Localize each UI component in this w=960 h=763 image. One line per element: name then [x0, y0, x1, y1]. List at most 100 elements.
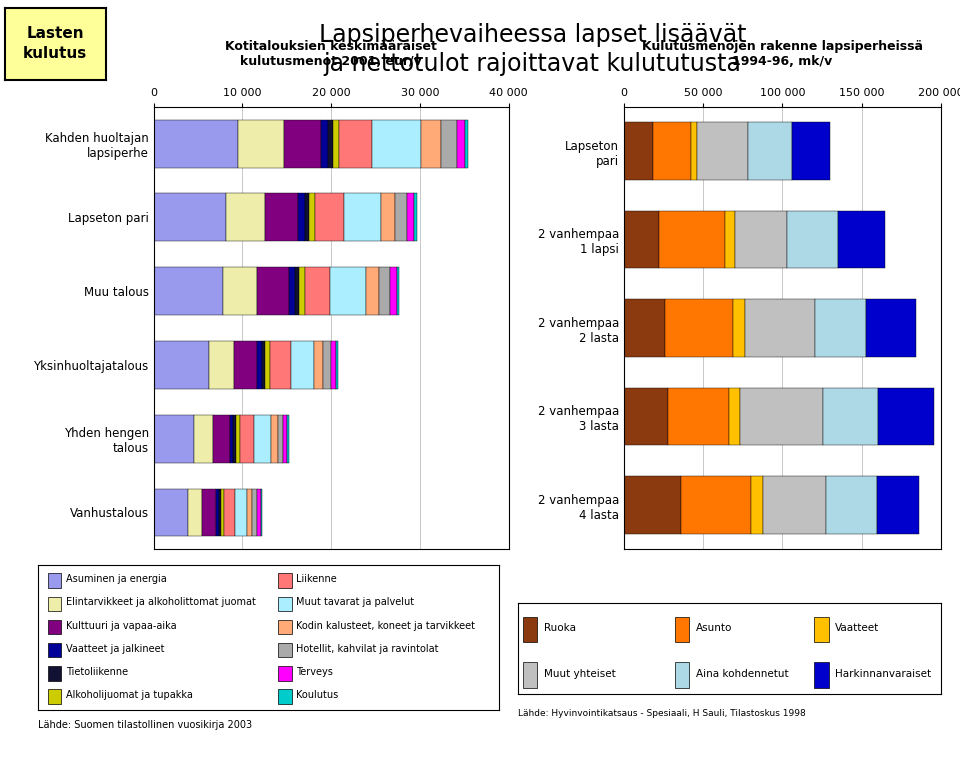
- Bar: [224, 488, 235, 536]
- Bar: [278, 666, 292, 681]
- Bar: [330, 267, 366, 315]
- Text: Lapsiperhevaiheessa lapset lisäävät
ja nettotulot rajoittavat kulututusta: Lapsiperhevaiheessa lapset lisäävät ja n…: [319, 23, 747, 76]
- Bar: [396, 194, 407, 241]
- Bar: [441, 120, 457, 168]
- Bar: [48, 573, 61, 588]
- Bar: [48, 643, 61, 658]
- Bar: [291, 341, 314, 389]
- Bar: [48, 597, 61, 611]
- Bar: [154, 267, 223, 315]
- Bar: [624, 388, 668, 446]
- Bar: [299, 267, 304, 315]
- Text: Ruoka: Ruoka: [543, 623, 576, 633]
- Bar: [328, 120, 333, 168]
- Bar: [247, 488, 252, 536]
- Bar: [299, 194, 304, 241]
- Bar: [665, 299, 733, 357]
- Text: Vaatteet ja jalkineet: Vaatteet ja jalkineet: [66, 644, 164, 654]
- Bar: [240, 415, 254, 462]
- Bar: [745, 299, 815, 357]
- Bar: [866, 299, 916, 357]
- Bar: [792, 122, 829, 180]
- Bar: [733, 299, 745, 357]
- Bar: [697, 122, 748, 180]
- Bar: [814, 662, 828, 688]
- Bar: [653, 122, 690, 180]
- Bar: [295, 267, 299, 315]
- Bar: [235, 488, 247, 536]
- Bar: [726, 211, 735, 269]
- Bar: [314, 341, 324, 389]
- Bar: [221, 488, 224, 536]
- Bar: [624, 476, 681, 534]
- Bar: [238, 120, 284, 168]
- Bar: [257, 341, 262, 389]
- Text: Alkoholijuomat ja tupakka: Alkoholijuomat ja tupakka: [66, 690, 193, 700]
- Bar: [315, 194, 344, 241]
- Bar: [748, 122, 792, 180]
- Bar: [230, 415, 233, 462]
- Bar: [876, 476, 920, 534]
- Bar: [278, 573, 292, 588]
- Bar: [344, 194, 381, 241]
- Text: Harkinnanvaraiset: Harkinnanvaraiset: [835, 669, 931, 679]
- Bar: [878, 388, 934, 446]
- Bar: [304, 194, 309, 241]
- Bar: [265, 341, 271, 389]
- Bar: [675, 662, 689, 688]
- Bar: [227, 194, 265, 241]
- Bar: [336, 341, 338, 389]
- Bar: [278, 597, 292, 611]
- Bar: [815, 299, 866, 357]
- Bar: [304, 267, 330, 315]
- Bar: [333, 120, 339, 168]
- Bar: [762, 476, 826, 534]
- Bar: [787, 211, 838, 269]
- Bar: [668, 388, 729, 446]
- Bar: [154, 415, 195, 462]
- Bar: [284, 120, 322, 168]
- Bar: [407, 194, 414, 241]
- Text: Koulutus: Koulutus: [297, 690, 339, 700]
- Bar: [188, 488, 203, 536]
- Bar: [324, 341, 330, 389]
- Bar: [522, 617, 538, 642]
- Bar: [277, 415, 283, 462]
- Bar: [735, 211, 787, 269]
- Bar: [322, 120, 328, 168]
- Bar: [309, 194, 315, 241]
- Bar: [814, 617, 828, 642]
- Bar: [522, 662, 538, 688]
- Text: Liikenne: Liikenne: [297, 574, 337, 584]
- Bar: [154, 341, 208, 389]
- Bar: [256, 488, 260, 536]
- Bar: [203, 488, 216, 536]
- Text: Muut yhteiset: Muut yhteiset: [543, 669, 615, 679]
- Bar: [826, 476, 876, 534]
- Bar: [208, 341, 234, 389]
- Text: Asunto: Asunto: [696, 623, 732, 633]
- Text: Lähde: Hyvinvointikatsaus - Spesiaali, H Sauli, Tilastoskus 1998: Lähde: Hyvinvointikatsaus - Spesiaali, H…: [518, 709, 806, 718]
- Bar: [421, 120, 441, 168]
- Bar: [216, 488, 219, 536]
- Text: Elintarvikkeet ja alkoholittomat juomat: Elintarvikkeet ja alkoholittomat juomat: [66, 597, 256, 607]
- Text: Vaatteet: Vaatteet: [835, 623, 879, 633]
- Title: Kulutusmenojen rakenne lapsiperheissä
1994-96, mk/v: Kulutusmenojen rakenne lapsiperheissä 19…: [642, 40, 923, 68]
- Text: Asuminen ja energia: Asuminen ja energia: [66, 574, 167, 584]
- Bar: [339, 120, 372, 168]
- Bar: [233, 415, 236, 462]
- Bar: [223, 267, 256, 315]
- Bar: [278, 620, 292, 634]
- Bar: [265, 194, 299, 241]
- Text: Kodin kalusteet, koneet ja tarvikkeet: Kodin kalusteet, koneet ja tarvikkeet: [297, 620, 475, 630]
- Title: Kotitalouksien keskimääräiset
kulutusmenot 2001, eur/v: Kotitalouksien keskimääräiset kulutusmen…: [226, 40, 437, 68]
- Bar: [283, 415, 287, 462]
- Bar: [154, 488, 188, 536]
- Bar: [278, 689, 292, 703]
- Bar: [254, 415, 271, 462]
- Bar: [287, 415, 289, 462]
- Bar: [372, 120, 421, 168]
- Bar: [154, 194, 227, 241]
- Bar: [48, 666, 61, 681]
- Bar: [219, 488, 221, 536]
